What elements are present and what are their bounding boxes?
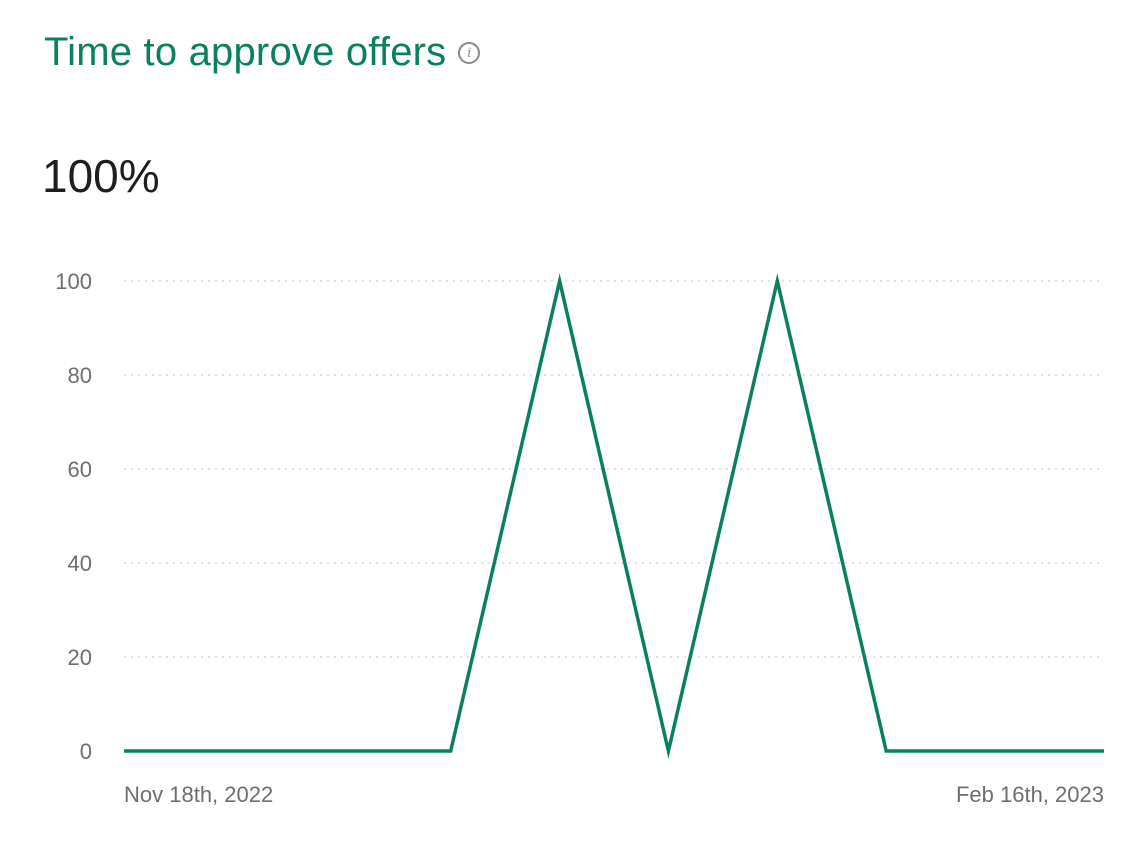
y-tick-label-20: 20 xyxy=(68,645,92,670)
grid-lines xyxy=(124,280,1104,658)
chart-title: Time to approve offers xyxy=(44,30,447,74)
info-glyph: i xyxy=(467,45,472,61)
series-line-0 xyxy=(124,273,1104,759)
chart-header: Time to approve offers i xyxy=(44,28,481,76)
x-axis-end-label: Feb 16th, 2023 xyxy=(956,782,1104,807)
y-tick-label-80: 80 xyxy=(68,363,92,388)
y-tick-label-40: 40 xyxy=(68,551,92,576)
y-tick-label-100: 100 xyxy=(55,269,92,294)
series-lines xyxy=(124,273,1104,759)
metric-value: 100% xyxy=(42,150,160,202)
x-axis-labels: Nov 18th, 2022 Feb 16th, 2023 xyxy=(124,782,1104,807)
y-axis-ticks: 0 20 40 60 80 100 xyxy=(55,269,92,764)
y-tick-label-0: 0 xyxy=(80,739,92,764)
x-axis-start-label: Nov 18th, 2022 xyxy=(124,782,273,807)
y-tick-label-60: 60 xyxy=(68,457,92,482)
info-icon[interactable]: i xyxy=(458,42,481,64)
